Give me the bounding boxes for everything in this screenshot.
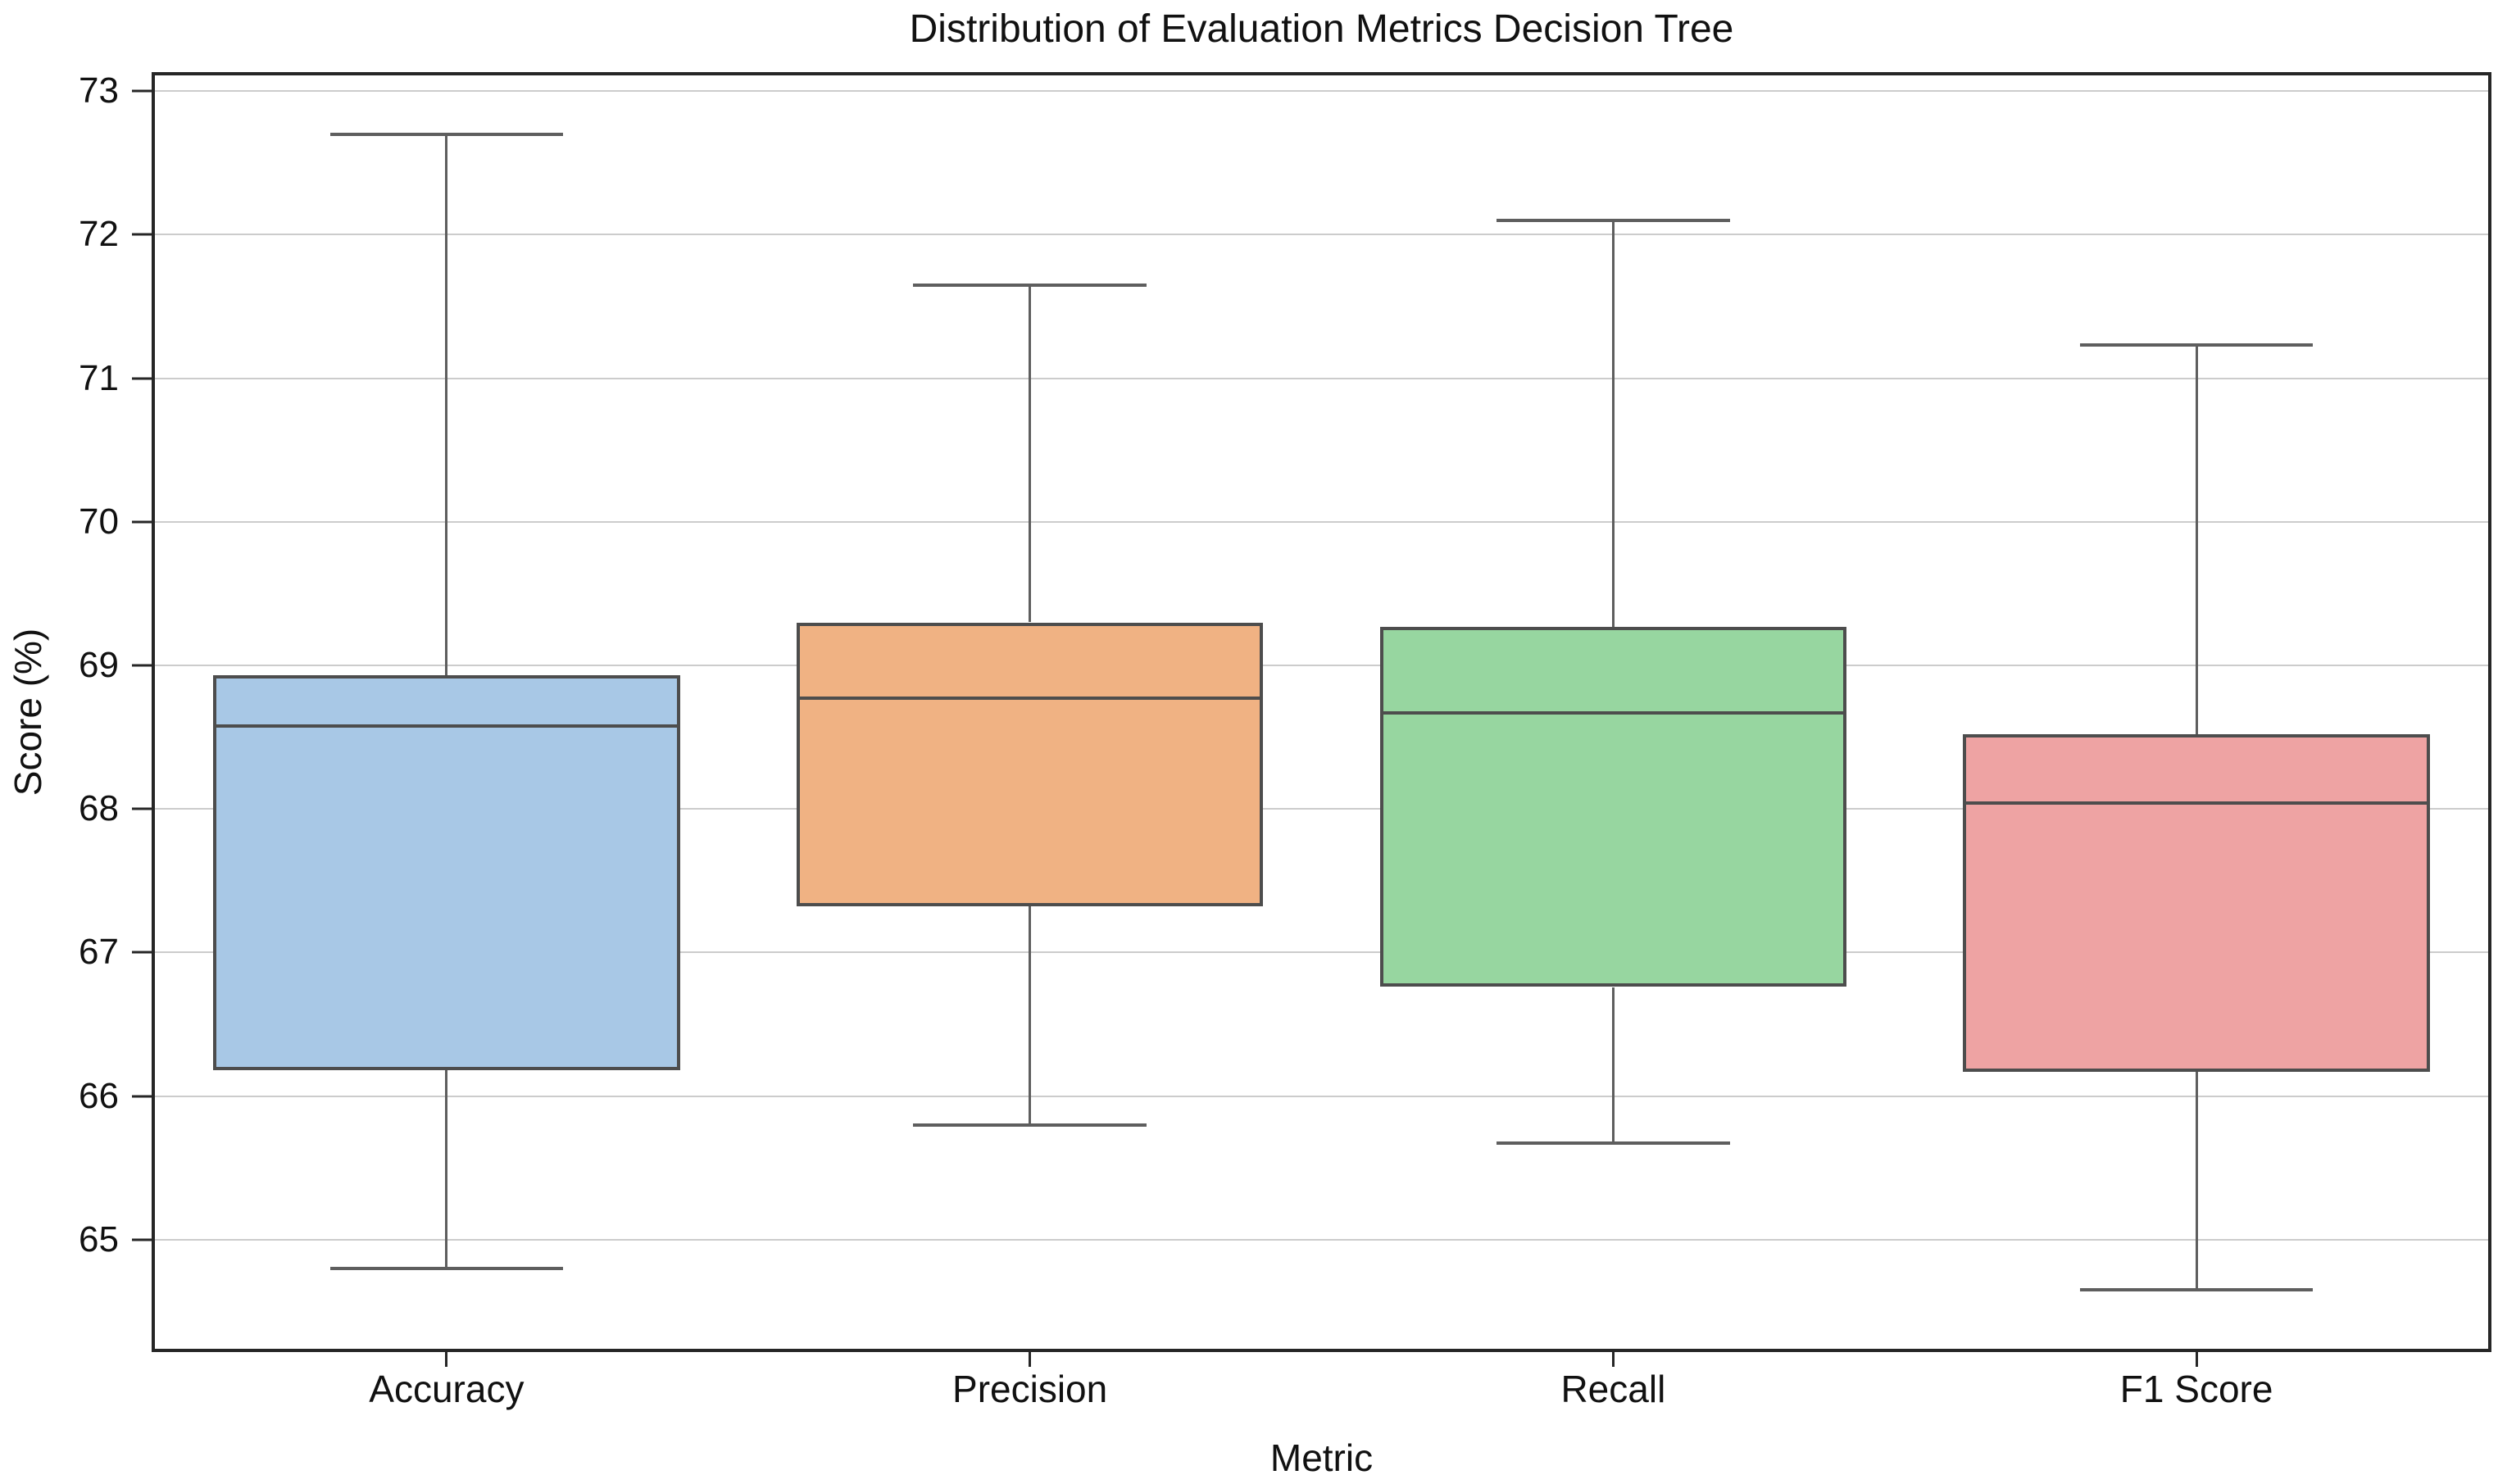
box-recall (1379, 626, 1847, 987)
y-tick-label: 67 (79, 932, 119, 973)
y-tick-label: 71 (79, 357, 119, 398)
y-tick-label: 70 (79, 501, 119, 542)
whisker-line-lower-f1-score (2195, 1071, 2198, 1291)
y-tick-mark (132, 89, 152, 93)
y-tick-mark (132, 664, 152, 667)
gridlines-layer (155, 75, 2488, 1349)
whisker-cap-lower-f1-score (2079, 1288, 2314, 1292)
boxes-layer (155, 75, 2488, 1349)
x-tick-mark-f1-score (2195, 1349, 2198, 1367)
y-gridline (155, 377, 2488, 379)
box-precision (796, 622, 1264, 907)
plot-area: 65 66 67 68 69 70 71 72 73 Accuracy Precision Reca… (79, 72, 2491, 1408)
y-tick-label: 73 (79, 70, 119, 111)
median-line-recall (1379, 710, 1847, 715)
whisker-line-upper-precision (1029, 284, 1032, 623)
y-gridline (155, 665, 2488, 667)
x-tick-label-precision: Precision (952, 1368, 1108, 1410)
whisker-line-upper-f1-score (2195, 345, 2198, 735)
y-tick-label: 68 (79, 788, 119, 829)
whisker-line-upper-recall (1611, 220, 1615, 627)
x-ticks-layer: Accuracy Precision Recall F1 Score (155, 75, 2488, 1408)
median-line-accuracy (213, 724, 680, 728)
y-gridline (155, 1095, 2488, 1097)
whisker-cap-upper-recall (1497, 218, 1730, 222)
whisker-line-upper-accuracy (445, 134, 448, 676)
box-accuracy (213, 675, 680, 1071)
y-gridline (155, 1238, 2488, 1241)
y-tick-mark (132, 1095, 152, 1098)
x-tick-label-accuracy: Accuracy (369, 1368, 525, 1410)
y-tick-label: 65 (79, 1219, 119, 1259)
y-tick-label: 72 (79, 214, 119, 255)
x-axis-label: Metric (1269, 1436, 1374, 1479)
y-ticks-layer: 65 66 67 68 69 70 71 72 73 (79, 73, 2488, 1349)
whisker-cap-lower-accuracy (329, 1266, 564, 1270)
whisker-line-lower-accuracy (445, 1070, 448, 1268)
y-tick-label: 66 (79, 1075, 119, 1116)
whisker-line-lower-precision (1029, 906, 1032, 1125)
x-tick-mark-recall (1611, 1349, 1615, 1367)
y-tick-mark (132, 377, 152, 380)
whisker-cap-upper-accuracy (329, 132, 564, 136)
y-tick-mark (132, 807, 152, 810)
y-tick-label: 69 (79, 645, 119, 686)
median-line-f1-score (1963, 801, 2430, 806)
whisker-cap-lower-recall (1497, 1141, 1730, 1146)
median-line-precision (796, 697, 1264, 701)
y-tick-mark (132, 951, 152, 954)
whisker-cap-upper-f1-score (2079, 343, 2314, 347)
whisker-cap-upper-precision (913, 283, 1147, 287)
x-tick-mark-precision (1029, 1349, 1032, 1367)
whisker-cap-lower-precision (913, 1123, 1147, 1127)
x-tick-label-recall: Recall (1560, 1368, 1666, 1410)
box-f1-score (1963, 734, 2430, 1072)
y-tick-mark (132, 520, 152, 524)
y-gridline (155, 951, 2488, 954)
y-gridline (155, 234, 2488, 236)
y-gridline (155, 520, 2488, 523)
x-tick-label-f1-score: F1 Score (2119, 1368, 2273, 1410)
chart-title: Distribution of Evaluation Metrics Decis… (909, 7, 1734, 51)
y-gridline (155, 808, 2488, 810)
whisker-line-lower-recall (1611, 987, 1615, 1144)
y-gridline (155, 90, 2488, 93)
x-tick-mark-accuracy (445, 1349, 448, 1367)
y-tick-mark (132, 1238, 152, 1241)
y-tick-mark (132, 233, 152, 236)
